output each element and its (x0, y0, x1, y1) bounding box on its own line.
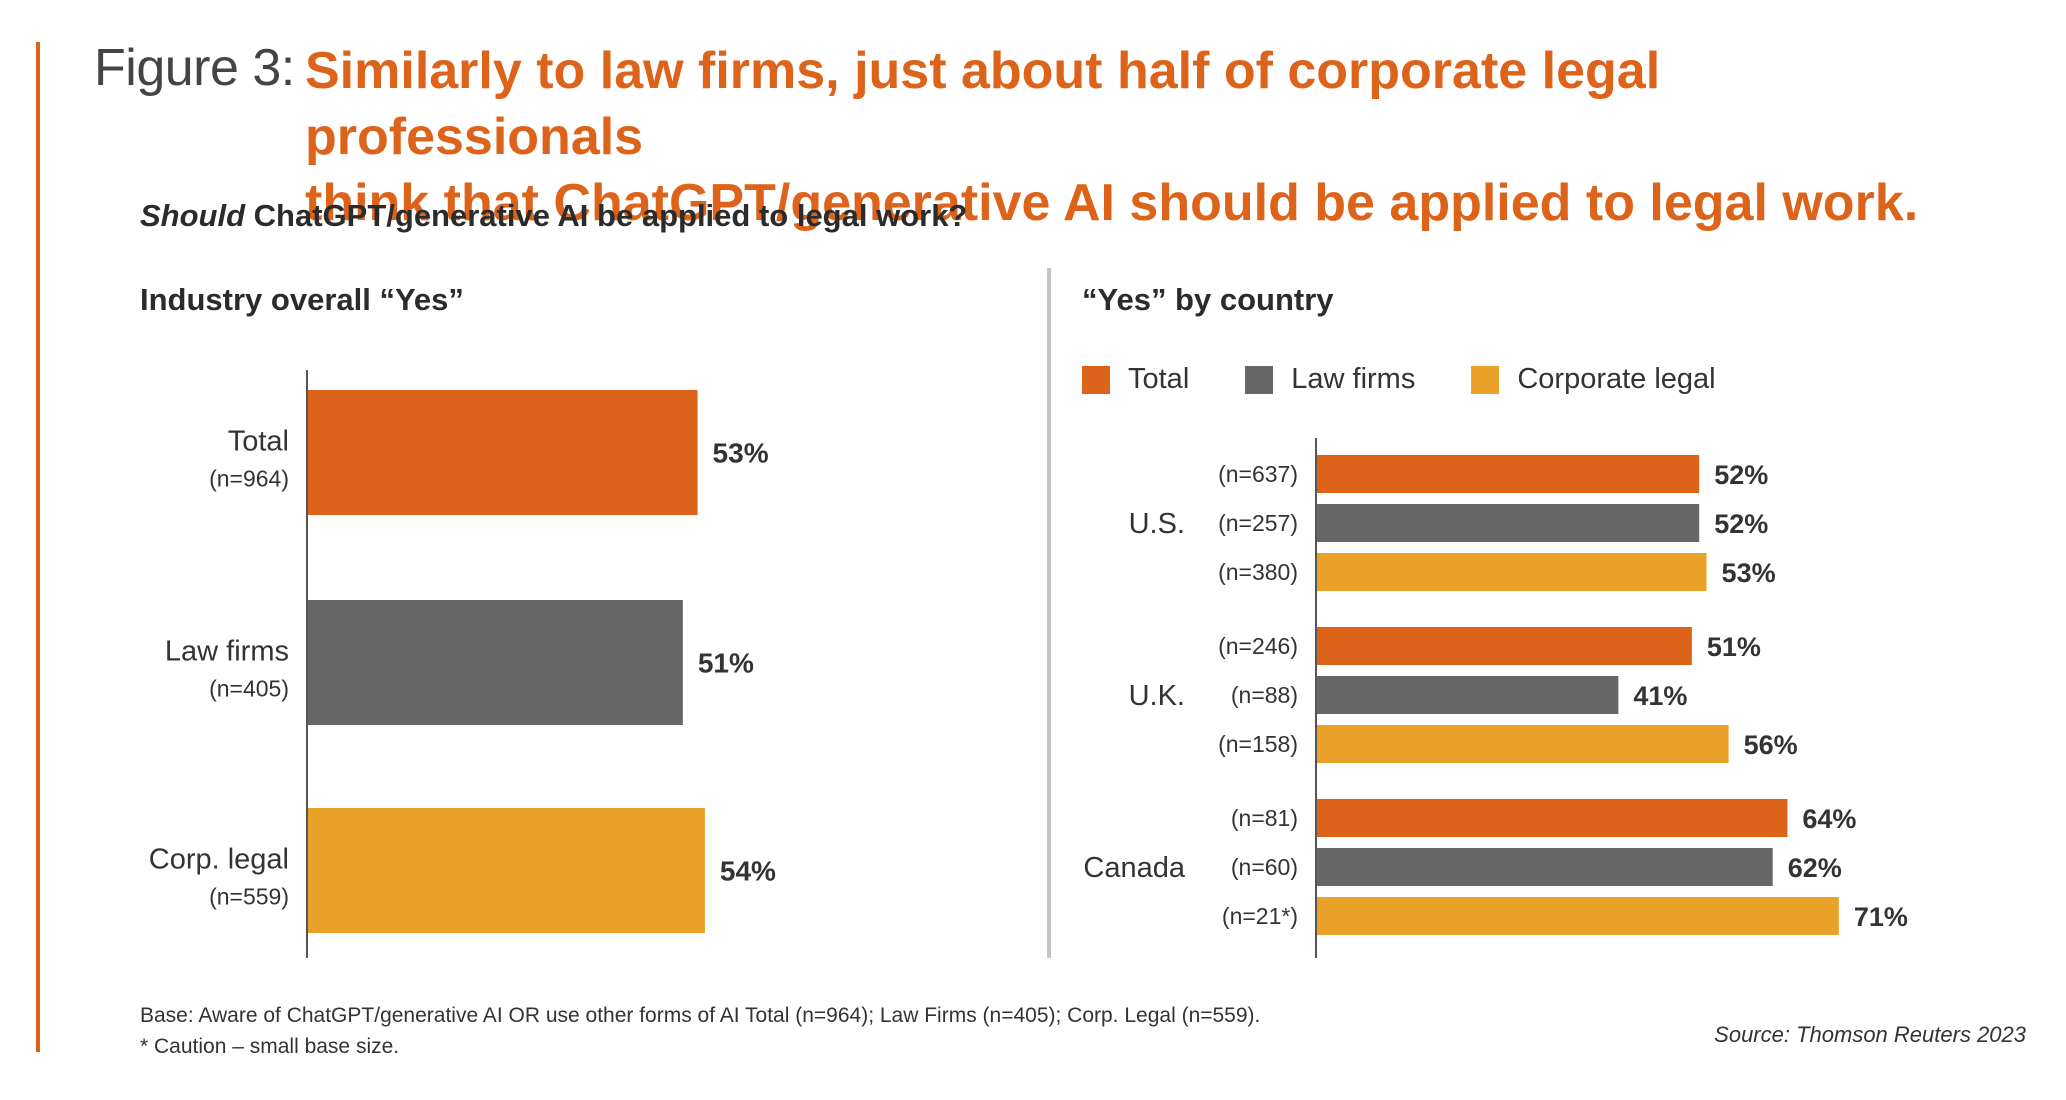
legend-label-total: Total (1128, 363, 1190, 395)
country-value-label-canada-law-firms: 62% (1788, 853, 1842, 883)
legend-item-law-firms: Law firms (1245, 363, 1415, 396)
source-note: Source: Thomson Reuters 2023 (1714, 1022, 2026, 1047)
country-value-label-u-k-corporate-legal: 56% (1744, 730, 1798, 760)
industry-panel-title: Industry overall “Yes” (140, 282, 464, 317)
country-sample-size-canada-law-firms: (n=60) (1231, 854, 1298, 880)
country-value-label-u-s-corporate-legal: 53% (1722, 558, 1776, 588)
country-label-canada: Canada (1083, 852, 1185, 884)
industry-category-label-total: Total (228, 426, 289, 458)
legend-item-corporate-legal: Corporate legal (1471, 363, 1716, 396)
industry-value-label-total: 53% (713, 438, 769, 469)
industry-category-label-law-firms: Law firms (165, 636, 289, 668)
country-value-label-u-s-total: 52% (1714, 460, 1768, 490)
industry-sample-size-corp-legal: (n=559) (209, 884, 289, 910)
industry-bar-law-firms (308, 600, 683, 725)
country-bar-u-s-corporate-legal (1317, 553, 1707, 591)
country-sample-size-u-s-total: (n=637) (1218, 461, 1298, 487)
country-panel-title: “Yes” by country (1082, 282, 1334, 317)
country-sample-size-u-s-corporate-legal: (n=380) (1218, 559, 1298, 585)
figure-headline: Similarly to law firms, just about half … (305, 38, 2005, 236)
country-value-label-canada-corporate-legal: 71% (1854, 902, 1908, 932)
panel-divider (1047, 268, 1051, 958)
legend-swatch-law-firms (1245, 365, 1274, 394)
country-label-u-k: U.K. (1129, 680, 1185, 712)
country-sample-size-canada-corporate-legal: (n=21*) (1222, 903, 1298, 929)
industry-value-label-law-firms: 51% (698, 648, 754, 679)
headline-line-1: Similarly to law firms, just about half … (305, 42, 1661, 166)
accent-rule (36, 42, 40, 1052)
country-bar-canada-total (1317, 799, 1788, 837)
industry-value-label-corp-legal: 54% (720, 856, 776, 887)
question-text: ChatGPT/generative AI be applied to lega… (245, 198, 968, 233)
country-value-label-u-k-law-firms: 41% (1633, 681, 1687, 711)
country-value-label-u-k-total: 51% (1707, 632, 1761, 662)
industry-bar-total (308, 390, 698, 515)
country-sample-size-u-s-law-firms: (n=257) (1218, 510, 1298, 536)
country-value-label-canada-total: 64% (1802, 804, 1856, 834)
country-bar-u-k-total (1317, 627, 1692, 665)
country-sample-size-u-k-corporate-legal: (n=158) (1218, 731, 1298, 757)
headline-line-2: think that ChatGPT/generative AI should … (305, 174, 1919, 232)
industry-category-label-corp-legal: Corp. legal (149, 844, 289, 876)
legend-label-law-firms: Law firms (1291, 363, 1416, 395)
industry-bar-corp-legal (308, 808, 705, 933)
country-bar-canada-law-firms (1317, 848, 1773, 886)
footnote-caution: * Caution – small base size. (140, 1035, 400, 1058)
country-bar-u-k-law-firms (1317, 676, 1619, 714)
industry-sample-size-law-firms: (n=405) (209, 676, 289, 702)
country-bar-u-k-corporate-legal (1317, 725, 1729, 763)
country-label-u-s: U.S. (1129, 508, 1185, 540)
footnote: Base: Aware of ChatGPT/generative AI OR … (140, 1000, 1260, 1062)
legend-swatch-total (1082, 365, 1110, 394)
survey-question: Should ChatGPT/generative AI be applied … (140, 198, 967, 234)
question-emphasis: Should (140, 198, 246, 233)
footnote-base: Base: Aware of ChatGPT/generative AI OR … (140, 1004, 1261, 1027)
country-sample-size-u-k-total: (n=246) (1218, 633, 1298, 659)
legend-item-total: Total (1082, 363, 1189, 396)
legend-swatch-corporate-legal (1471, 365, 1500, 394)
figure-label: Figure 3: (94, 39, 295, 97)
country-sample-size-u-k-law-firms: (n=88) (1231, 682, 1298, 708)
chart-legend: Total Law firms Corporate legal (1082, 363, 1772, 396)
country-value-label-u-s-law-firms: 52% (1714, 509, 1768, 539)
country-bar-u-s-law-firms (1317, 504, 1700, 542)
industry-sample-size-total: (n=964) (209, 466, 289, 492)
legend-label-corporate-legal: Corporate legal (1517, 363, 1716, 395)
country-sample-size-canada-total: (n=81) (1231, 805, 1298, 831)
country-bar-canada-corporate-legal (1317, 897, 1839, 935)
country-bar-u-s-total (1317, 455, 1700, 493)
